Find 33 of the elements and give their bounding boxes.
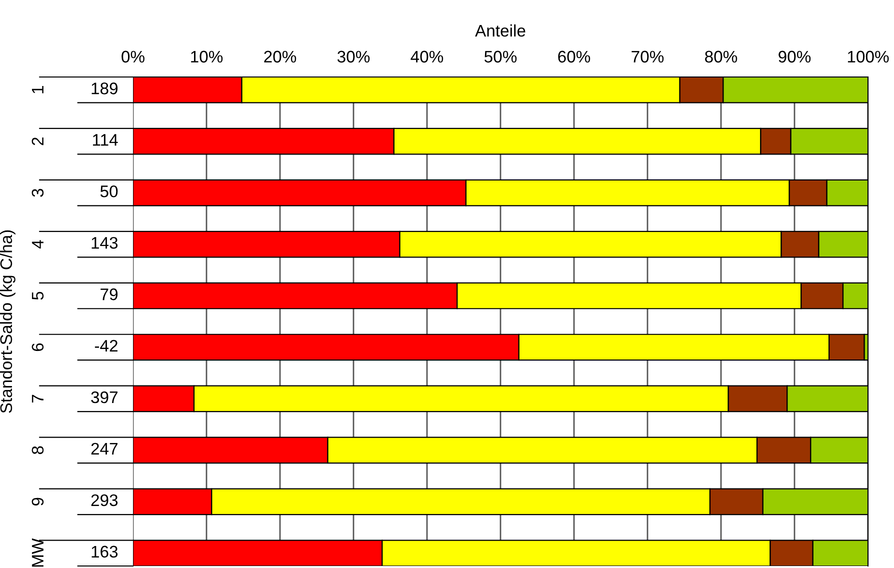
text: 114 [92, 134, 118, 146]
text: 50 [100, 185, 118, 198]
text: 247 [91, 442, 118, 454]
x-tick-label: 100% [848, 50, 889, 63]
text: 79 [100, 288, 118, 300]
text: 397 [91, 391, 118, 404]
x-axis-title: Anteile [475, 24, 526, 37]
x-tick-label: 90% [778, 50, 811, 63]
x-tick-label: 30% [337, 50, 370, 63]
x-tick-label: 40% [410, 50, 444, 63]
x-tick-label: 80% [705, 50, 738, 63]
text: -42 [94, 340, 118, 352]
x-tick-label: 60% [558, 50, 590, 63]
y-tick-label: 1 [32, 86, 44, 94]
y-tick-label: 3 [32, 188, 44, 197]
y-tick-label: 5 [32, 292, 44, 300]
x-tick-label: 50% [484, 50, 517, 63]
text: 189 [92, 82, 118, 94]
text: 163 [92, 546, 118, 558]
y-tick-label: 9 [32, 498, 44, 506]
text: 143 [92, 236, 118, 249]
y-axis-title: Standort-Saldo (kg C/ha) [0, 230, 16, 413]
y-tick-label: 6 [32, 343, 44, 352]
x-tick-label: 0% [122, 50, 144, 63]
y-tick-label: 4 [32, 240, 44, 249]
y-tick-label: 8 [32, 446, 44, 454]
text: 293 [91, 494, 118, 506]
x-tick-label: 10% [191, 50, 223, 63]
y-tick-label: MW [32, 538, 44, 567]
x-tick-label: 20% [264, 50, 296, 63]
y-tick-label: 7 [32, 394, 44, 402]
y-tick-label: 2 [32, 138, 44, 146]
x-tick-label: 70% [632, 50, 664, 63]
